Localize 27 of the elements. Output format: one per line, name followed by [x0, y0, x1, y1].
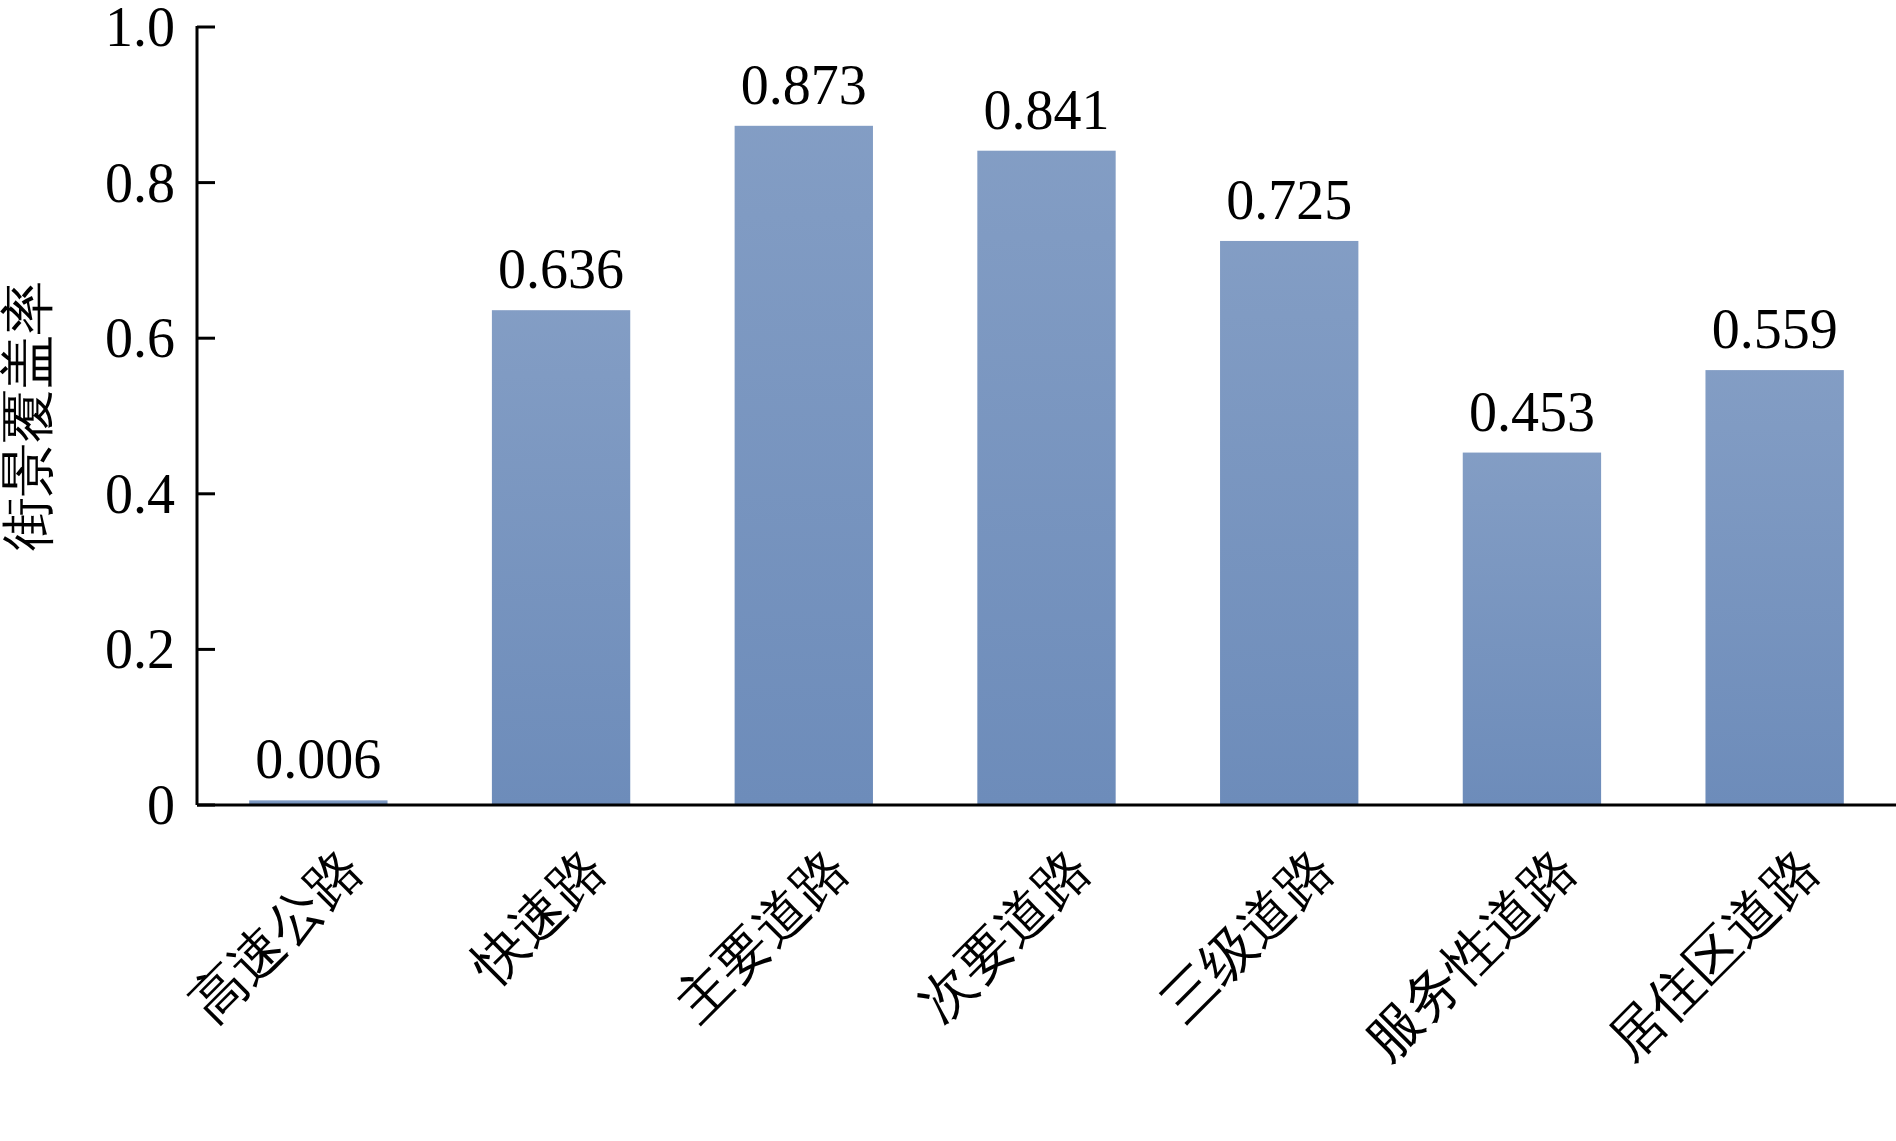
bar	[1705, 370, 1844, 805]
bar	[977, 150, 1116, 805]
y-tick-label: 1.0	[105, 0, 175, 58]
x-tick-label: 次要道路	[906, 838, 1103, 1034]
x-tick-label: 主要道路	[664, 838, 860, 1034]
data-label: 0.559	[1711, 298, 1838, 361]
bar	[1462, 452, 1602, 805]
y-tick-label: 0.8	[105, 151, 175, 214]
y-tick-label: 0.2	[105, 618, 175, 681]
bar	[491, 310, 631, 805]
bar	[1220, 240, 1359, 805]
y-axis-title: 街景覆盖率	[0, 281, 59, 551]
y-tick-label: 0.4	[105, 462, 175, 525]
data-label: 0.453	[1468, 380, 1595, 443]
x-tick-label: 三级道路	[1149, 838, 1345, 1034]
x-tick-label: 服务性道路	[1354, 838, 1588, 1072]
bar	[734, 125, 873, 805]
x-tick-label: 居住区道路	[1596, 838, 1831, 1072]
data-label: 0.873	[740, 53, 867, 116]
data-label: 0.841	[983, 78, 1110, 141]
x-tick-label: 高速公路	[178, 838, 374, 1034]
data-label: 0.636	[498, 238, 625, 301]
data-label: 0.725	[1226, 168, 1353, 231]
y-tick-label: 0	[147, 774, 175, 836]
data-label: 0.006	[255, 728, 382, 791]
y-tick-label: 0.6	[105, 307, 175, 370]
x-tick-label: 快速路	[458, 838, 617, 997]
